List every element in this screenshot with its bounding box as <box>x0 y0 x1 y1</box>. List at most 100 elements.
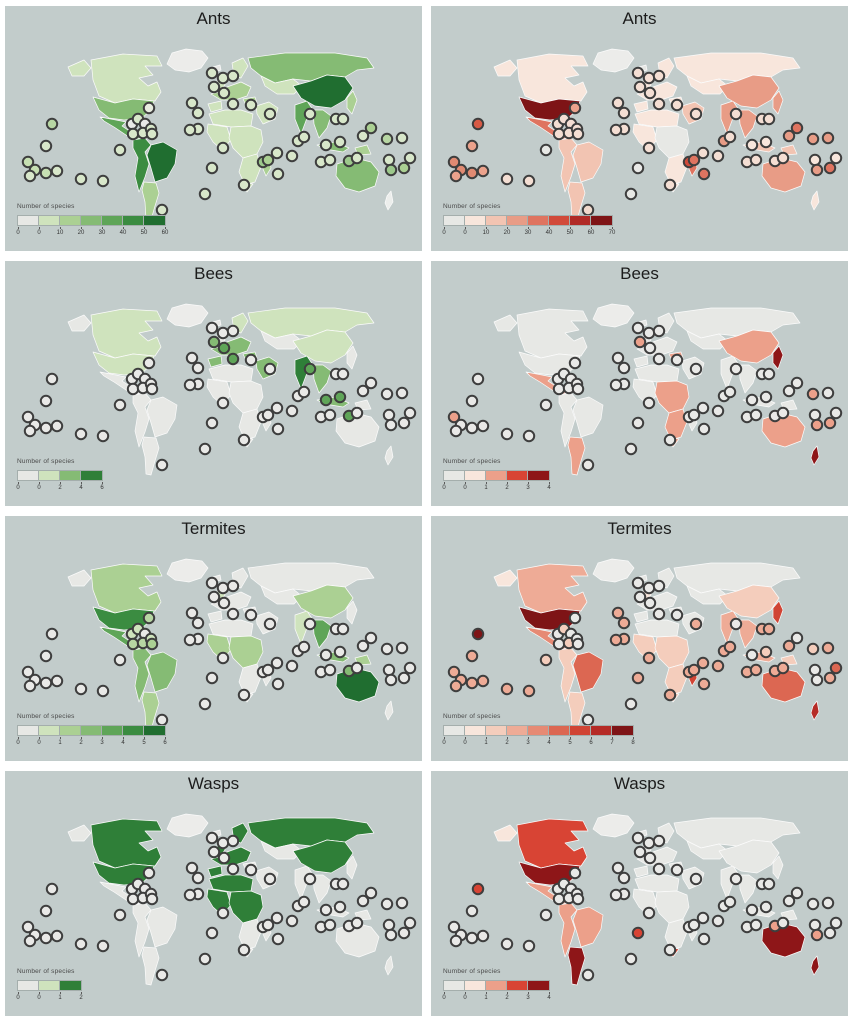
island-point <box>611 606 625 620</box>
legend-box <box>102 216 123 225</box>
legend-tick-mark <box>123 737 124 739</box>
legend-tick-mark <box>465 737 466 739</box>
region-andes <box>132 137 152 193</box>
map-panel: Wasps Number of species 0 0 1 2 <box>5 771 422 1016</box>
island-point <box>762 112 776 126</box>
legend-box <box>465 726 486 735</box>
region-southern_africa <box>664 408 688 441</box>
region-russia <box>673 52 801 84</box>
island-point <box>663 433 677 447</box>
island-point <box>617 106 631 120</box>
island-point <box>155 458 169 472</box>
island-point <box>403 406 417 420</box>
island-point <box>631 831 645 845</box>
island-point <box>642 71 656 85</box>
island-point <box>689 617 703 631</box>
island-point <box>823 926 837 940</box>
legend-box <box>486 726 507 735</box>
region-north_africa <box>208 109 254 128</box>
region-greenland <box>592 558 635 583</box>
island-point <box>126 892 140 906</box>
island-point <box>226 352 240 366</box>
legend-tick-mark <box>165 737 166 739</box>
island-point <box>297 895 311 909</box>
region-southern_africa <box>664 153 688 186</box>
map-panel: Ants Number of species 0 0 10 20 30 40 50 60 <box>5 6 422 251</box>
island-point <box>39 649 53 663</box>
island-point <box>207 845 221 859</box>
region-north_africa <box>208 364 254 383</box>
legend: Number of species 0 0 10 20 30 40 50 60 <box>16 203 168 238</box>
island-point <box>397 416 411 430</box>
island-point <box>50 164 64 178</box>
island-point <box>270 656 284 670</box>
island-point <box>609 633 623 647</box>
island-point <box>323 918 337 932</box>
legend-label: Number of species <box>17 968 75 975</box>
island-point <box>745 393 759 407</box>
island-point <box>191 616 205 630</box>
island-point <box>465 421 479 435</box>
island-point <box>263 872 277 886</box>
island-point <box>198 442 212 456</box>
island-point <box>806 387 820 401</box>
legend-tick-label: 40 <box>119 230 127 236</box>
island-point <box>568 866 582 880</box>
region-china <box>718 584 780 619</box>
island-point <box>39 676 53 690</box>
legend-box <box>39 471 60 480</box>
island-point <box>471 117 485 131</box>
region-greenland <box>166 558 209 583</box>
legend-tick-mark <box>102 482 103 484</box>
legend-tick-label: 0 <box>37 740 41 746</box>
region-iberia <box>633 610 649 623</box>
island-point <box>384 163 398 177</box>
region-southern_cone <box>141 946 160 986</box>
island-point <box>471 882 485 896</box>
island-point <box>696 656 710 670</box>
island-point <box>821 131 835 145</box>
island-point <box>790 631 804 645</box>
legend: Number of species 0 0 1 2 3 4 <box>442 458 551 493</box>
panel-title: Termites <box>181 519 246 538</box>
island-point <box>711 659 725 673</box>
island-point <box>198 952 212 966</box>
region-russia <box>247 307 375 339</box>
island-point <box>21 410 35 424</box>
island-point <box>285 659 299 673</box>
legend-tick-row: 0 0 1 2 3 4 <box>442 482 551 493</box>
island-point <box>382 153 396 167</box>
legend-colorbar <box>17 980 82 991</box>
island-point <box>183 888 197 902</box>
legend-label: Number of species <box>443 968 501 975</box>
island-point <box>617 361 631 375</box>
island-point <box>689 362 703 376</box>
region-china <box>718 74 780 109</box>
island-point <box>642 141 656 155</box>
region-greenland <box>592 303 635 328</box>
island-point <box>382 918 396 932</box>
island-point <box>670 353 684 367</box>
legend-box <box>591 726 612 735</box>
island-point <box>821 896 835 910</box>
island-point <box>449 934 463 948</box>
island-point <box>617 616 631 630</box>
island-point <box>185 351 199 365</box>
island-point <box>395 386 409 400</box>
island-point <box>216 326 230 340</box>
island-point <box>697 932 711 946</box>
region-southern_africa <box>664 918 688 951</box>
island-point <box>356 639 370 653</box>
legend-tick-row: 0 0 1 2 3 4 5 6 7 8 <box>442 737 635 748</box>
island-point <box>207 335 221 349</box>
region-japan <box>772 600 784 625</box>
island-point <box>216 71 230 85</box>
region-russia <box>247 52 375 84</box>
island-point <box>696 146 710 160</box>
legend-tick-mark <box>144 227 145 229</box>
world-map <box>447 48 843 221</box>
island-point <box>476 419 490 433</box>
island-point <box>568 356 582 370</box>
legend-tick-label: 0 <box>442 740 446 746</box>
island-point <box>687 153 701 167</box>
